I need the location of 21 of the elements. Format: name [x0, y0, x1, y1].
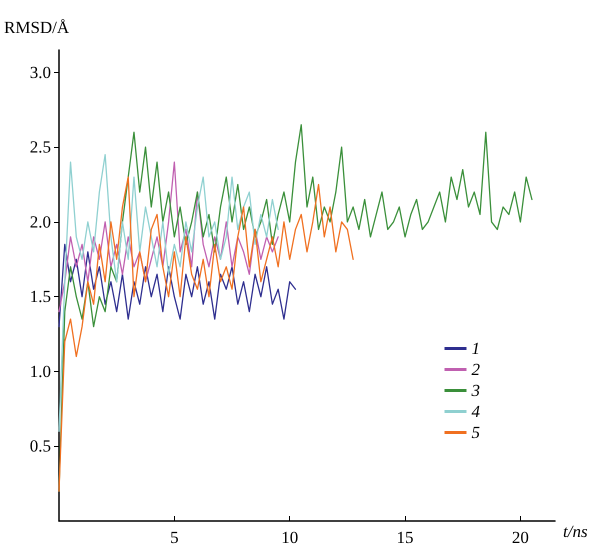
- line-series: [58, 244, 296, 328]
- x-axis-title: t/ns: [563, 522, 588, 541]
- x-tick-label: 20: [512, 528, 529, 547]
- y-tick-label: 1.5: [30, 287, 51, 306]
- legend-label: 1: [472, 339, 480, 358]
- y-axis-title: RMSD/Å: [4, 18, 70, 37]
- x-tick-label: 15: [396, 528, 414, 547]
- line-series: [58, 154, 279, 432]
- y-tick-label: 2.5: [30, 138, 51, 157]
- line-series: [58, 176, 354, 492]
- y-tick-label: 0.5: [30, 436, 51, 456]
- legend-label: 5: [472, 423, 480, 442]
- y-tick-label: 2.0: [30, 212, 51, 232]
- legend-label: 4: [472, 402, 480, 421]
- y-tick-label: 3.0: [30, 62, 51, 82]
- legend-label: 2: [472, 360, 480, 379]
- legend-label: 3: [470, 381, 480, 400]
- x-tick-label: 10: [281, 528, 298, 547]
- line-series: [58, 161, 279, 312]
- y-tick-label: 1.0: [30, 362, 51, 381]
- x-tick-label: 5: [170, 528, 179, 547]
